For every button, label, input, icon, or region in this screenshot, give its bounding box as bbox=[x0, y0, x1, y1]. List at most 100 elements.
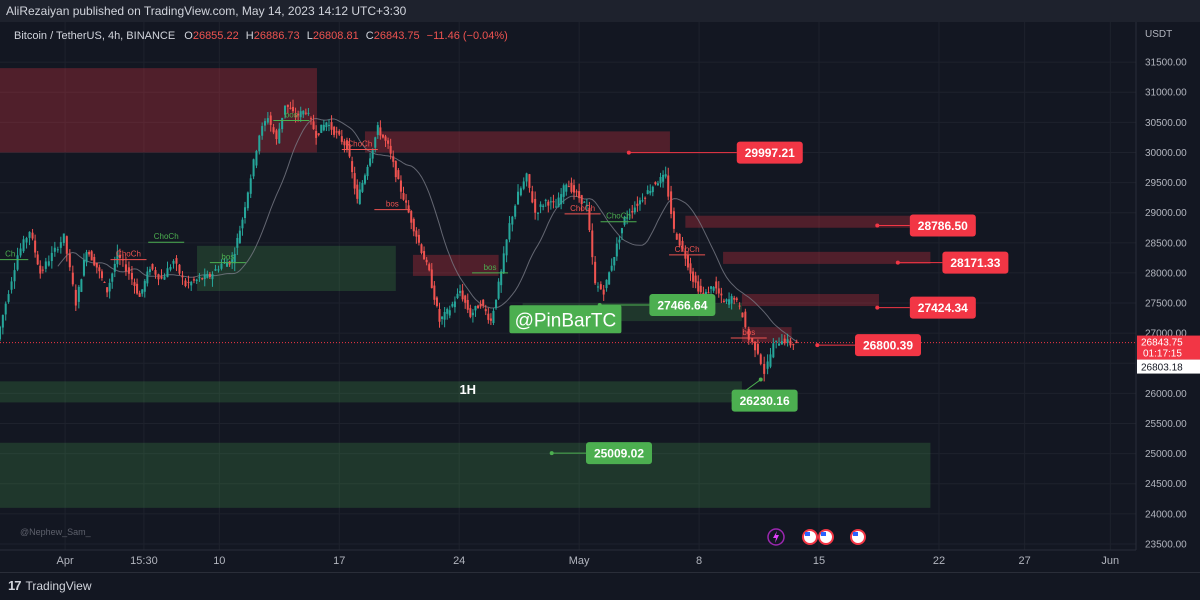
candle-body bbox=[407, 205, 410, 213]
candle-body bbox=[565, 184, 568, 192]
candle-body bbox=[692, 271, 695, 282]
candle-body bbox=[511, 216, 514, 225]
legend-symbol: Bitcoin / TetherUS, 4h, BINANCE bbox=[14, 30, 175, 42]
candle-body bbox=[570, 182, 573, 192]
candle-body bbox=[335, 131, 338, 133]
candle-body bbox=[34, 240, 37, 253]
time-tick-label: 27 bbox=[1019, 555, 1031, 567]
candle-body bbox=[410, 211, 413, 223]
candle-body bbox=[552, 201, 555, 203]
candle-body bbox=[443, 311, 446, 320]
candle-body bbox=[562, 185, 565, 197]
candle-body bbox=[50, 252, 53, 262]
candle-body bbox=[217, 269, 220, 271]
candle-body bbox=[656, 183, 659, 186]
time-axis[interactable]: Apr 15:30 10 17 24 May 8 15 22 27 Jun bbox=[57, 555, 1120, 567]
ma-line bbox=[57, 117, 798, 343]
candle-body bbox=[53, 247, 56, 252]
candle-body bbox=[689, 263, 692, 274]
candle-body bbox=[266, 118, 269, 123]
candle-body bbox=[402, 193, 405, 200]
price-tick-label: 30000.00 bbox=[1145, 148, 1187, 159]
time-tick-label: Jun bbox=[1101, 555, 1119, 567]
candle-body bbox=[244, 207, 247, 219]
candle-body bbox=[68, 253, 71, 268]
price-tick-label: 29000.00 bbox=[1145, 208, 1187, 219]
candle-body bbox=[425, 259, 428, 263]
annotation-point bbox=[815, 343, 820, 348]
candle-body bbox=[148, 269, 151, 273]
legend-high-value: 26886.73 bbox=[254, 30, 300, 42]
candle-body bbox=[374, 137, 377, 148]
candle-body bbox=[238, 230, 241, 244]
annotation-point bbox=[875, 305, 880, 310]
price-tick-label: 28000.00 bbox=[1145, 268, 1187, 279]
candle-body bbox=[741, 312, 744, 318]
pinbar-text: @PinBarTC bbox=[515, 310, 617, 331]
time-tick-label: Apr bbox=[57, 555, 74, 567]
candle-body bbox=[47, 261, 50, 266]
candle-body bbox=[554, 206, 558, 208]
price-tick-label: 31500.00 bbox=[1145, 58, 1187, 69]
candle-body bbox=[236, 237, 239, 248]
candle-body bbox=[320, 124, 323, 133]
publish-text: AliRezaiyan published on TradingView.com… bbox=[6, 4, 407, 18]
candle-body bbox=[720, 293, 723, 296]
candle-body bbox=[789, 340, 792, 346]
candle-body bbox=[638, 200, 641, 205]
candle-body bbox=[4, 303, 7, 315]
event-icons[interactable] bbox=[767, 528, 866, 546]
candle-body bbox=[294, 114, 297, 118]
candle-body bbox=[423, 251, 426, 260]
candles bbox=[0, 99, 798, 382]
legend-low-label: L bbox=[307, 30, 313, 42]
candle-body bbox=[157, 274, 160, 280]
candle-body bbox=[646, 190, 649, 194]
annotation-box bbox=[909, 214, 976, 237]
candle-body bbox=[602, 289, 605, 295]
candle-body bbox=[141, 289, 144, 294]
candle-body bbox=[626, 217, 629, 219]
candle-body bbox=[90, 251, 93, 261]
annotation-box bbox=[736, 141, 803, 164]
candle-body bbox=[25, 238, 28, 243]
candle-body bbox=[795, 341, 798, 344]
candle-body bbox=[278, 128, 281, 144]
candle-body bbox=[428, 264, 431, 271]
candle-body bbox=[261, 126, 264, 136]
legend-change: −11.46 (−0.04%) bbox=[427, 30, 508, 42]
candle-body bbox=[479, 303, 482, 307]
price-axis[interactable]: 23500.00 24000.00 24500.00 25000.00 25500.00… bbox=[1145, 58, 1187, 551]
candle-body bbox=[615, 243, 618, 257]
candle-body bbox=[456, 293, 459, 299]
structure-label: bos bbox=[484, 263, 497, 272]
candle-body bbox=[420, 244, 423, 254]
candle-body bbox=[707, 292, 710, 294]
candle-body bbox=[71, 272, 74, 285]
candle-body bbox=[744, 311, 747, 328]
watermark: @Nephew_Sam_ bbox=[20, 527, 92, 537]
current-price-value: 26843.75 bbox=[1141, 338, 1183, 349]
supply-zone bbox=[0, 68, 317, 153]
candle-body bbox=[397, 170, 400, 180]
annotation-point bbox=[549, 451, 554, 456]
candle-body bbox=[572, 185, 576, 193]
candle-body bbox=[297, 113, 300, 116]
candle-body bbox=[88, 251, 91, 255]
pinbar-box bbox=[509, 305, 622, 334]
candle-body bbox=[325, 122, 328, 128]
candle-body bbox=[686, 255, 689, 268]
candle-body bbox=[16, 255, 19, 270]
candle-body bbox=[7, 294, 10, 302]
candle-body bbox=[198, 277, 201, 279]
us-flag-canton bbox=[805, 532, 810, 536]
candle-body bbox=[327, 124, 330, 126]
price-chart[interactable]: bos ChoCh ChoCh bos ChoCh bos bos ChoCh ChoCh Cho… bbox=[0, 22, 1200, 572]
candle-body bbox=[786, 339, 789, 344]
candle-body bbox=[249, 178, 252, 194]
annotation-label: 28786.50 bbox=[918, 219, 968, 233]
tradingview-logo[interactable]: 17 TradingView bbox=[8, 578, 92, 593]
annotation-point bbox=[626, 150, 631, 155]
candle-body bbox=[514, 205, 517, 217]
annotation-point bbox=[895, 260, 900, 265]
